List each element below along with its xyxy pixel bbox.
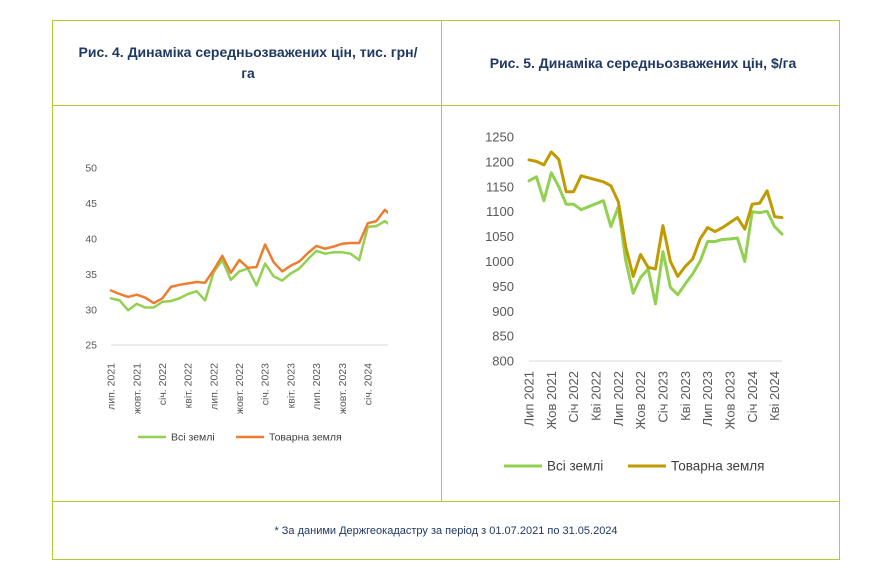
- fig4-title: Рис. 4. Динаміка середньозважених цін, т…: [78, 44, 418, 81]
- fig4-ytick-label: 50: [85, 163, 97, 175]
- fig5-xtick-label: Січ 2022: [566, 371, 581, 423]
- fig5-series-line-2: [527, 150, 784, 278]
- fig5-xtick-label: Лип 2023: [700, 371, 715, 426]
- fig4-legend-label: Товарна земля: [269, 432, 342, 444]
- fig5-ytick-label: 1150: [486, 179, 514, 194]
- fig5-ytick-label: 1000: [485, 254, 514, 269]
- divider-title: [53, 105, 839, 106]
- fig5-ytick-label: 1250: [485, 130, 514, 145]
- fig4-xtick-label: жовт. 2023: [337, 363, 349, 414]
- fig5-xtick-label: Жов 2022: [633, 371, 648, 430]
- fig4-ytick-label: 45: [85, 198, 97, 210]
- fig5-xtick-label: Кві 2024: [767, 371, 782, 421]
- fig4-xtick-label: січ. 2022: [157, 363, 169, 405]
- fig5-chart: 800 850 900 950 1000 1050 1100 1150 1200 1250 Лип …: [485, 130, 784, 474]
- figure-frame: Рис. 4. Динаміка середньозважених цін, т…: [52, 20, 840, 560]
- fig4-legend-label: Всі землі: [171, 432, 215, 444]
- fig5-title: Рис. 5. Динаміка середньозважених цін, $…: [489, 54, 797, 71]
- fig4-xtick-label: квіт. 2023: [285, 363, 297, 409]
- footnote: * За даними Держгеокадастру за період з …: [274, 525, 618, 537]
- fig4-xtick-label: жовт. 2021: [131, 363, 143, 414]
- fig5-ytick-label: 900: [492, 304, 514, 319]
- fig4-xtick-label: жовт. 2022: [234, 363, 246, 414]
- fig5-ytick-label: 850: [492, 329, 514, 344]
- fig4-ytick-label: 40: [85, 233, 97, 245]
- fig4-series-line-2: [109, 208, 388, 305]
- fig4-ytick-label: 25: [85, 340, 97, 352]
- fig4-xtick-label: квіт. 2022: [183, 363, 195, 409]
- fig4-xtick-label: січ. 2024: [362, 363, 374, 405]
- fig5-xtick-label: Кві 2023: [678, 371, 693, 421]
- fig5-ytick-label: 1050: [485, 229, 514, 244]
- fig4-chart: 25 30 35 40 45 50 лип. 2021 жовт. 2021 січ. 2022…: [85, 163, 388, 444]
- fig5-xtick-label: Жов 2021: [544, 371, 559, 430]
- fig5-xtick-label: Лип 2022: [611, 371, 626, 426]
- fig5-xtick-label: Лип 2021: [522, 371, 537, 426]
- fig5-xtick-label: Кві 2022: [589, 371, 604, 421]
- fig4-ytick-label: 35: [85, 269, 97, 281]
- fig4-xtick-label: лип. 2022: [208, 363, 220, 410]
- fig5-xtick-label: Січ 2023: [655, 371, 670, 423]
- fig4-xtick-label: лип. 2021: [106, 363, 118, 410]
- fig5-series-line-1: [527, 171, 784, 306]
- fig5-legend-label: Товарна земля: [671, 459, 764, 474]
- fig4-xtick-label: січ. 2023: [260, 363, 272, 405]
- fig4-xtick-label: лип. 2023: [311, 363, 323, 410]
- fig5-legend-label: Всі землі: [547, 459, 603, 474]
- fig4-ytick-label: 30: [85, 304, 97, 316]
- fig5-xtick-label: Жов 2023: [722, 371, 737, 430]
- fig5-ytick-label: 1100: [486, 204, 514, 219]
- fig5-ytick-label: 1200: [485, 154, 514, 169]
- fig5-ytick-label: 950: [492, 279, 514, 294]
- fig4-series-line-1: [109, 219, 388, 312]
- fig5-ytick-label: 800: [492, 354, 514, 369]
- divider-vertical: [441, 21, 442, 501]
- divider-footnote: [53, 501, 839, 502]
- fig5-xtick-label: Січ 2024: [745, 371, 760, 423]
